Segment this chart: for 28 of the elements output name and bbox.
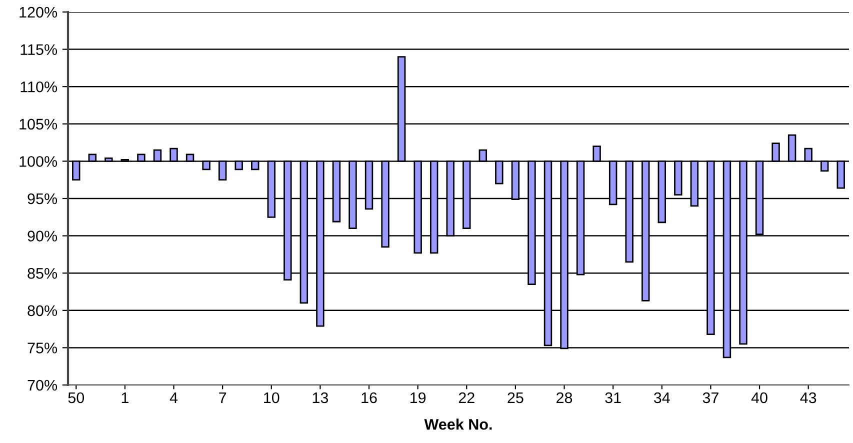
x-tick-label: 22 xyxy=(458,392,474,404)
x-tick-label: 19 xyxy=(410,392,426,404)
y-tick-label: 115% xyxy=(20,44,58,55)
y-tick-label: 85% xyxy=(28,268,58,279)
x-tick-label: 31 xyxy=(605,392,621,404)
x-tick-label: 28 xyxy=(556,392,572,404)
x-tick-label: 34 xyxy=(654,392,670,404)
x-tick-label: 13 xyxy=(312,392,328,404)
y-tick-label: 70% xyxy=(28,380,58,391)
y-tick-label: 120% xyxy=(20,6,58,18)
x-tick-label: 43 xyxy=(800,392,816,404)
x-tick-label: 16 xyxy=(362,392,377,404)
x-tick-label: 50 xyxy=(68,392,84,404)
y-tick-label: 100% xyxy=(20,156,58,167)
y-tick-label: 110% xyxy=(20,81,58,92)
x-axis-title: Week No. xyxy=(424,418,492,430)
y-tick-label: 95% xyxy=(28,193,58,204)
x-tick-label: 4 xyxy=(170,392,178,404)
y-tick-label: 90% xyxy=(28,230,58,242)
x-tick-label: 40 xyxy=(751,392,768,404)
x-tick-label: 37 xyxy=(702,392,718,404)
y-tick-label: 75% xyxy=(28,342,58,354)
y-tick-label: 80% xyxy=(28,305,58,316)
x-tick-label: 10 xyxy=(264,392,280,404)
x-tick-label: 7 xyxy=(219,392,226,404)
x-tick-label: 1 xyxy=(122,392,128,404)
x-tick-label: 25 xyxy=(508,392,524,404)
y-tick-label: 105% xyxy=(20,118,58,130)
